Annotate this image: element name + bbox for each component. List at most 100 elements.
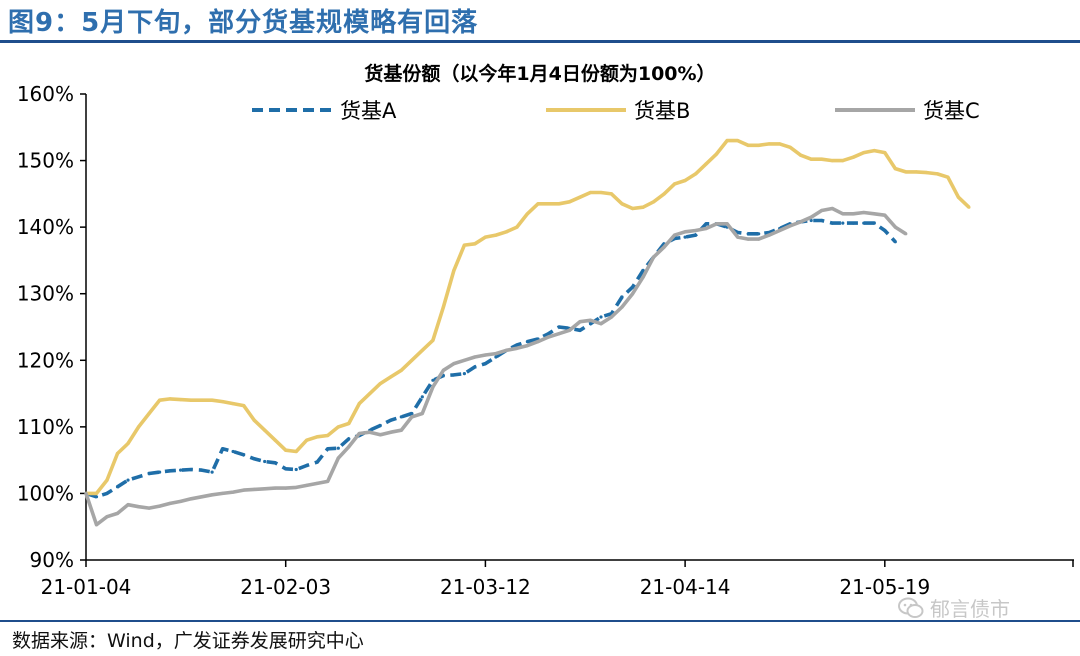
data-point [410, 358, 414, 362]
data-point [389, 375, 393, 379]
legend-label: 货基C [923, 99, 980, 123]
data-point [820, 157, 824, 161]
data-point [189, 398, 193, 402]
data-point [126, 441, 130, 446]
data-point [767, 142, 771, 146]
data-point [799, 153, 803, 157]
data-point [378, 423, 382, 428]
data-point [105, 491, 109, 495]
data-point [336, 446, 340, 450]
data-point [536, 202, 540, 206]
data-point [494, 233, 498, 237]
data-point [263, 428, 267, 432]
data-point [452, 268, 456, 272]
data-point [431, 378, 435, 382]
data-point [862, 221, 866, 225]
data-point [883, 228, 887, 233]
data-point [631, 285, 635, 289]
data-point [221, 447, 225, 451]
data-point [536, 340, 540, 344]
data-point [631, 206, 635, 211]
y-tick-label: 130% [17, 282, 74, 306]
data-point [904, 232, 908, 236]
data-point [294, 449, 298, 454]
data-point [326, 479, 330, 483]
data-point [420, 395, 424, 399]
data-point [452, 362, 456, 366]
data-point [410, 415, 414, 419]
data-point [515, 343, 519, 347]
data-point [147, 471, 151, 476]
data-point [883, 213, 887, 217]
data-point [841, 221, 845, 225]
data-point [767, 233, 771, 237]
data-point [210, 398, 214, 402]
data-point [788, 145, 792, 149]
data-point [273, 486, 277, 490]
data-point [137, 475, 141, 479]
y-tick-label: 150% [17, 149, 74, 173]
data-point [683, 230, 687, 234]
data-point [925, 171, 929, 175]
series-line-1 [85, 218, 897, 499]
data-point [137, 505, 141, 509]
data-point [94, 495, 99, 499]
data-point [694, 172, 698, 176]
data-point [567, 328, 572, 332]
data-point [757, 143, 761, 147]
data-point [431, 338, 435, 342]
data-point [725, 222, 729, 226]
data-point [778, 142, 782, 146]
data-point [84, 491, 88, 495]
data-point [126, 478, 130, 482]
data-point [820, 218, 824, 223]
data-point [872, 221, 876, 225]
data-point [736, 235, 740, 239]
data-point [862, 210, 866, 215]
source-note: 数据来源：Wind，广发证券发展研究中心 [12, 630, 364, 652]
data-point [94, 491, 99, 495]
data-point [704, 222, 708, 226]
data-point [189, 497, 193, 501]
data-point [168, 397, 172, 401]
data-point [893, 225, 897, 229]
data-point [200, 398, 204, 402]
data-point [326, 433, 330, 438]
data-point [336, 456, 340, 460]
data-point [315, 460, 319, 464]
watermark-text: 郁言债市 [930, 597, 1010, 621]
data-point [126, 503, 130, 507]
data-point [210, 493, 214, 497]
data-point [221, 400, 225, 404]
data-point [546, 332, 551, 336]
data-point [105, 478, 109, 482]
data-point [389, 418, 393, 422]
data-point [504, 348, 508, 352]
data-point [105, 515, 109, 519]
series-line-3 [84, 206, 907, 527]
data-point [631, 292, 635, 296]
data-point [168, 469, 172, 473]
data-point [483, 362, 487, 366]
data-point [620, 305, 624, 309]
data-point [441, 305, 445, 309]
title-divider [0, 40, 1080, 43]
data-point [179, 468, 183, 472]
y-tick-label: 110% [17, 415, 74, 439]
legend: 货基A 货基B 货基C [252, 99, 980, 123]
data-point [557, 202, 561, 206]
data-point [357, 431, 361, 436]
data-point [641, 205, 645, 209]
data-point [305, 463, 309, 468]
data-point [704, 162, 708, 166]
data-point [588, 190, 593, 195]
data-point [347, 437, 351, 441]
data-point [694, 233, 698, 237]
data-point [893, 167, 897, 171]
data-point [357, 402, 361, 406]
data-point [462, 372, 466, 376]
data-point [515, 346, 519, 350]
data-point [347, 421, 351, 426]
data-point [904, 170, 908, 174]
data-point [284, 448, 288, 452]
